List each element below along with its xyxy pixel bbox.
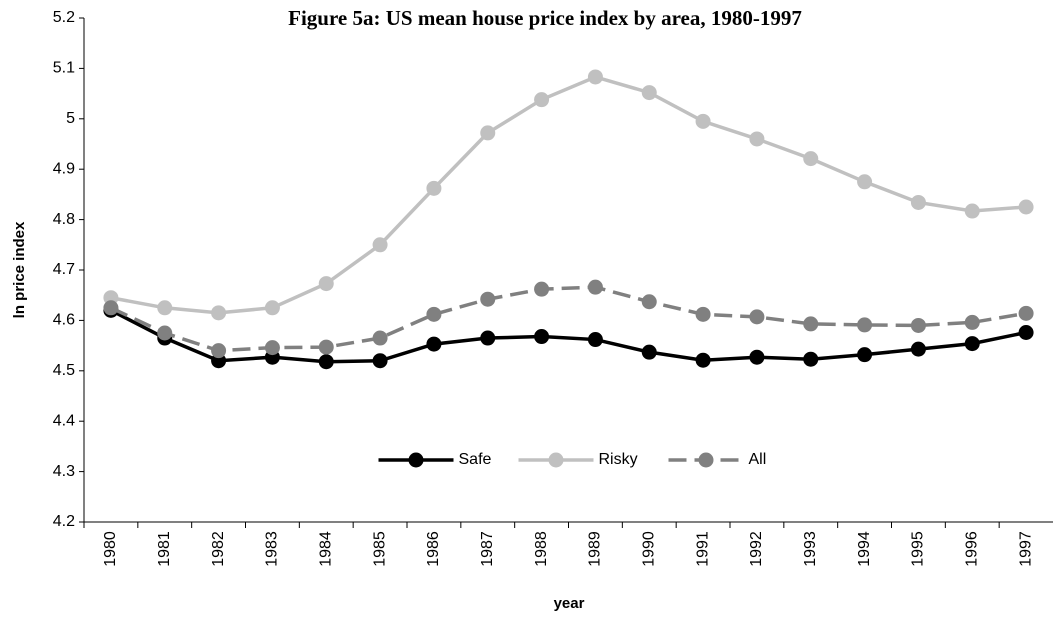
legend-marker xyxy=(408,452,424,468)
y-tick-label: 5.1 xyxy=(53,60,75,77)
series-marker xyxy=(803,351,819,367)
series-marker xyxy=(803,151,819,167)
series-marker xyxy=(264,340,280,356)
series-line xyxy=(110,285,1027,353)
x-tick-label: 1988 xyxy=(533,531,550,567)
legend-marker xyxy=(548,452,564,468)
x-tick-label: 1993 xyxy=(802,531,819,567)
series-marker xyxy=(803,316,819,332)
legend-label: Risky xyxy=(599,451,638,468)
series-marker xyxy=(157,300,173,316)
y-tick-label: 4.2 xyxy=(53,513,75,530)
legend-marker xyxy=(698,452,714,468)
series-marker xyxy=(695,306,711,322)
x-tick-label: 1995 xyxy=(910,531,927,567)
x-tick-label: 1989 xyxy=(587,531,604,567)
x-tick-label: 1985 xyxy=(371,531,388,567)
series-marker xyxy=(426,336,442,352)
series-marker xyxy=(103,300,119,316)
series-marker xyxy=(695,352,711,368)
series-marker xyxy=(318,339,334,355)
x-tick-label: 1982 xyxy=(210,531,227,567)
series-line xyxy=(110,75,1027,315)
series-marker xyxy=(857,317,873,333)
series-marker xyxy=(749,349,765,365)
series-marker xyxy=(534,329,550,345)
x-tick-label: 1986 xyxy=(425,531,442,567)
series-marker xyxy=(480,125,496,141)
series-marker xyxy=(641,344,657,360)
series-marker xyxy=(372,237,388,253)
series-marker xyxy=(695,113,711,129)
y-tick-label: 5.2 xyxy=(53,9,75,26)
y-tick-label: 4.8 xyxy=(53,211,75,228)
chart-title: Figure 5a: US mean house price index by … xyxy=(288,6,802,30)
series-marker xyxy=(1018,305,1034,321)
series-marker xyxy=(749,131,765,147)
series-marker xyxy=(211,305,227,321)
series-marker xyxy=(910,341,926,357)
series-marker xyxy=(372,353,388,369)
series-marker xyxy=(264,300,280,316)
x-tick-label: 1983 xyxy=(264,531,281,567)
legend-label: Safe xyxy=(459,451,492,468)
series-marker xyxy=(157,325,173,341)
series-marker xyxy=(1018,199,1034,215)
series-marker xyxy=(1018,324,1034,340)
series-marker xyxy=(534,92,550,108)
series-marker xyxy=(480,330,496,346)
series-marker xyxy=(964,314,980,330)
series-line xyxy=(110,308,1027,364)
series-marker xyxy=(318,354,334,370)
x-tick-label: 1984 xyxy=(317,531,334,567)
series-marker xyxy=(641,85,657,101)
series-marker xyxy=(587,279,603,295)
series-marker xyxy=(534,281,550,297)
y-axis-title: ln price index xyxy=(11,221,28,318)
x-tick-label: 1981 xyxy=(156,531,173,567)
series-marker xyxy=(587,332,603,348)
series-marker xyxy=(426,180,442,196)
series-marker xyxy=(857,174,873,190)
series-marker xyxy=(749,309,765,325)
x-tick-label: 1992 xyxy=(748,531,765,567)
series-marker xyxy=(587,69,603,85)
series-marker xyxy=(318,276,334,292)
y-tick-label: 4.3 xyxy=(53,463,75,480)
y-tick-label: 5 xyxy=(66,110,75,127)
series-marker xyxy=(910,317,926,333)
x-tick-label: 1987 xyxy=(479,531,496,567)
series-marker xyxy=(910,194,926,210)
legend-label: All xyxy=(749,451,767,468)
x-axis-title: year xyxy=(554,595,585,612)
x-tick-label: 1997 xyxy=(1017,531,1034,567)
x-tick-label: 1996 xyxy=(963,531,980,567)
series-marker xyxy=(211,343,227,359)
y-tick-label: 4.6 xyxy=(53,312,75,329)
y-tick-label: 4.9 xyxy=(53,160,75,177)
x-tick-label: 1980 xyxy=(102,531,119,567)
y-tick-label: 4.7 xyxy=(53,261,75,278)
y-tick-label: 4.5 xyxy=(53,362,75,379)
x-tick-label: 1991 xyxy=(694,531,711,567)
series-marker xyxy=(857,347,873,363)
series-marker xyxy=(964,336,980,352)
series-marker xyxy=(426,306,442,322)
x-tick-label: 1994 xyxy=(856,531,873,567)
x-tick-label: 1990 xyxy=(640,531,657,567)
series-marker xyxy=(641,294,657,310)
series-marker xyxy=(372,330,388,346)
y-tick-label: 4.4 xyxy=(53,412,75,429)
series-marker xyxy=(480,291,496,307)
series-marker xyxy=(964,203,980,219)
